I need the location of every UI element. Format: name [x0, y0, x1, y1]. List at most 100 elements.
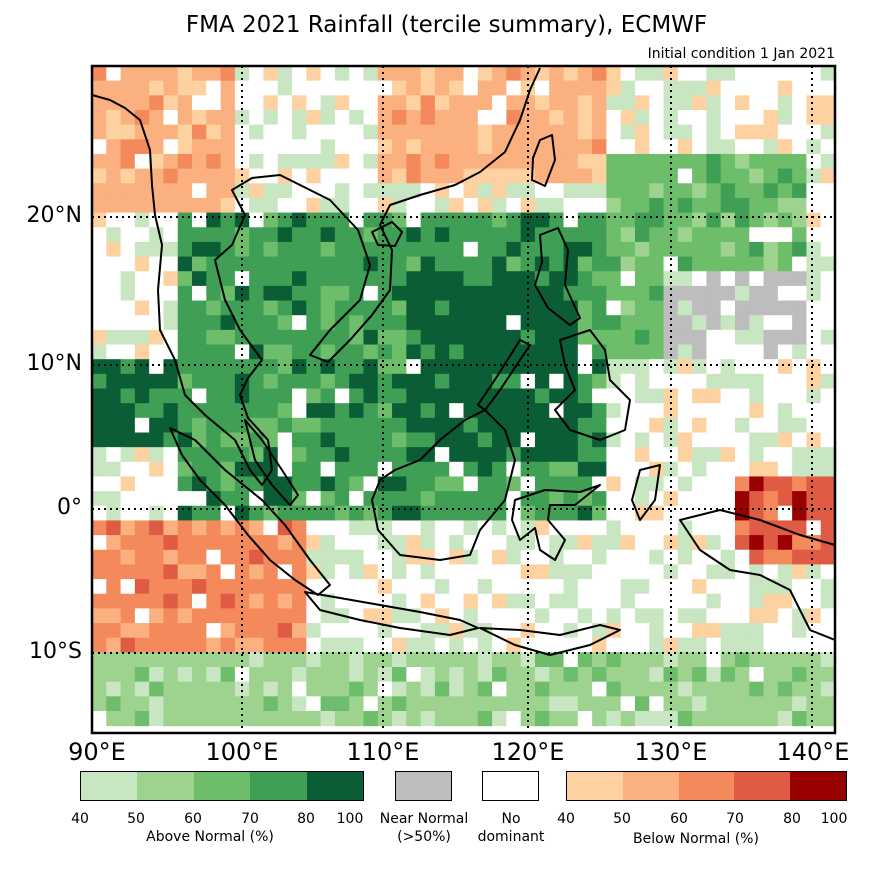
- grid-cell: [177, 227, 193, 243]
- grid-cell: [492, 109, 507, 126]
- grid-cell: [677, 623, 693, 639]
- grid-cell: [463, 520, 479, 536]
- below-tick: 100: [820, 811, 848, 827]
- grid-cell: [292, 168, 307, 184]
- grid-cell: [577, 124, 593, 140]
- grid-cell: [634, 579, 650, 595]
- grid-cell: [463, 183, 479, 199]
- grid-cell: [606, 80, 622, 96]
- grid-cell: [777, 637, 793, 653]
- grid-cell: [720, 66, 736, 82]
- grid-cell: [520, 271, 536, 287]
- grid-cell: [92, 329, 107, 346]
- grid-cell: [463, 80, 479, 96]
- grid-cell: [334, 183, 350, 199]
- grid-cell: [220, 183, 236, 199]
- grid-cell: [120, 153, 136, 170]
- grid-cell: [177, 549, 193, 565]
- grid-cell: [520, 315, 536, 331]
- grid-cell: [492, 549, 507, 565]
- grid-cell: [506, 197, 522, 214]
- grid-cell: [734, 373, 750, 390]
- grid-cell: [277, 212, 293, 228]
- grid-cell: [677, 696, 693, 712]
- grid-cell: [677, 403, 693, 419]
- grid-cell: [534, 652, 550, 668]
- grid-cell: [434, 124, 450, 140]
- grid-cell: [777, 241, 793, 258]
- grid-cell: [349, 681, 364, 697]
- grid-cell: [563, 461, 579, 477]
- grid-cell: [377, 271, 393, 287]
- grid-cell: [634, 212, 650, 228]
- grid-cell: [349, 139, 364, 155]
- grid-cell: [449, 432, 464, 448]
- grid-cell: [163, 608, 179, 624]
- grid-cell: [763, 652, 779, 668]
- grid-cell: [634, 564, 650, 580]
- grid-cell: [292, 256, 307, 272]
- grid-cell: [420, 285, 436, 302]
- grid-cell: [292, 637, 307, 653]
- grid-cell: [249, 95, 264, 111]
- grid-cell: [534, 667, 550, 683]
- grid-cell: [120, 535, 136, 551]
- grid-cell: [120, 285, 136, 302]
- grid-cell: [777, 491, 793, 507]
- grid-cell: [192, 373, 207, 390]
- grid-cell: [377, 476, 393, 492]
- grid-cell: [706, 344, 722, 360]
- grid-cell: [334, 271, 350, 287]
- grid-cell: [777, 285, 793, 302]
- grid-cell: [492, 271, 507, 287]
- grid-cell: [292, 359, 307, 375]
- grid-cell: [763, 535, 779, 551]
- grid-cell: [249, 227, 264, 243]
- grid-cell: [763, 520, 779, 536]
- grid-cell: [792, 623, 807, 639]
- grid-cell: [377, 168, 393, 184]
- grid-cell: [734, 696, 750, 712]
- grid-cell: [149, 579, 164, 595]
- grid-cell: [420, 549, 436, 565]
- grid-cell: [649, 329, 665, 346]
- grid-cell: [134, 403, 150, 419]
- grid-cell: [349, 241, 364, 258]
- grid-cell: [477, 564, 493, 580]
- grid-cell: [449, 153, 464, 170]
- grid-cell: [492, 241, 507, 258]
- grid-cell: [777, 359, 793, 375]
- grid-cell: [763, 80, 779, 96]
- grid-cell: [177, 139, 193, 155]
- grid-cell: [763, 329, 779, 346]
- grid-cell: [506, 95, 522, 111]
- above-normal-colorbar: [80, 771, 364, 801]
- grid-cell: [92, 579, 107, 595]
- grid-cell: [134, 388, 150, 404]
- grid-cell: [706, 417, 722, 433]
- grid-cell: [449, 256, 464, 272]
- grid-cell: [634, 95, 650, 111]
- grid-cell: [792, 608, 807, 624]
- grid-cell: [277, 329, 293, 346]
- grid-cell: [106, 285, 122, 302]
- grid-cell: [634, 681, 650, 697]
- grid-cell: [420, 344, 436, 360]
- grid-cell: [149, 505, 164, 521]
- grid-cell: [792, 476, 807, 492]
- grid-cell: [149, 66, 164, 82]
- grid-cell: [206, 300, 222, 316]
- grid-cell: [220, 593, 236, 609]
- below-bin-80-100: [790, 772, 846, 800]
- grid-cell: [149, 153, 164, 170]
- lon-label-140e: 140°E: [776, 738, 850, 766]
- grid-cell: [792, 432, 807, 448]
- grid-cell: [649, 197, 665, 214]
- grid-cell: [520, 109, 536, 126]
- grid-cell: [606, 183, 622, 199]
- grid-cell: [534, 623, 550, 639]
- grid-cell: [349, 344, 364, 360]
- grid-cell: [492, 329, 507, 346]
- grid-cell: [763, 197, 779, 214]
- grid-cell: [277, 681, 293, 697]
